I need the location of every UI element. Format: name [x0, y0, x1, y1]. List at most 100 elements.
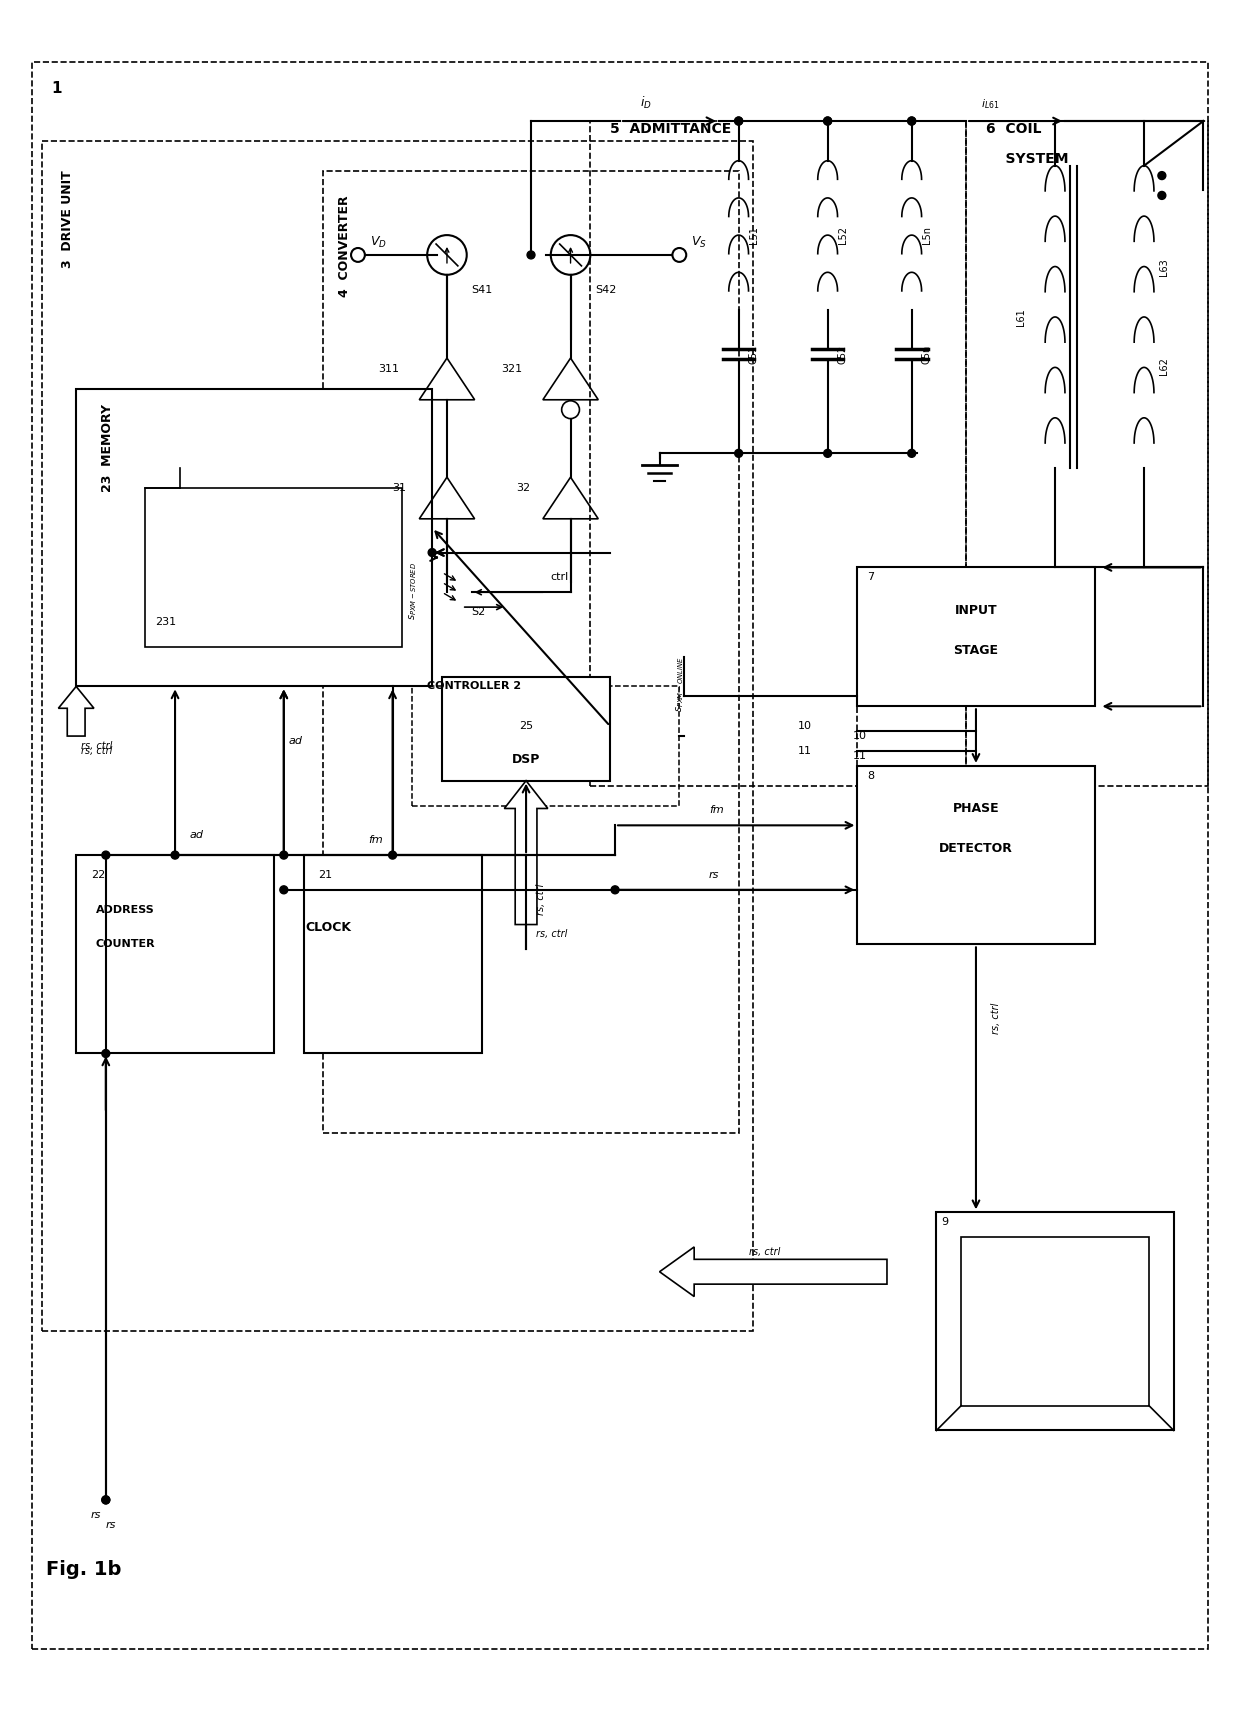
Bar — [961, 1237, 1149, 1405]
Circle shape — [908, 116, 915, 125]
Text: fm: fm — [709, 805, 724, 815]
Text: 11: 11 — [799, 746, 812, 756]
Text: 4  CONVERTER: 4 CONVERTER — [339, 196, 351, 297]
Polygon shape — [660, 1247, 887, 1296]
Text: ad: ad — [190, 831, 203, 840]
Text: rs, ctrl: rs, ctrl — [81, 746, 113, 756]
Text: 32: 32 — [516, 482, 531, 493]
Bar — [590, 121, 966, 786]
Circle shape — [1158, 172, 1166, 179]
Bar — [324, 170, 739, 1133]
Text: 5  ADMITTANCE: 5 ADMITTANCE — [610, 121, 732, 135]
Text: 3  DRIVE UNIT: 3 DRIVE UNIT — [61, 170, 74, 269]
Circle shape — [735, 116, 743, 125]
Text: rs, ctrl: rs, ctrl — [536, 883, 546, 914]
Text: CLOCK: CLOCK — [305, 921, 351, 935]
Text: 9: 9 — [941, 1216, 949, 1227]
Text: L61: L61 — [1016, 309, 1025, 326]
Bar — [413, 687, 680, 805]
Text: 11: 11 — [852, 751, 867, 762]
Text: S42: S42 — [595, 285, 616, 295]
Text: PHASE: PHASE — [952, 802, 999, 815]
Circle shape — [280, 852, 288, 859]
Text: Fig. 1b: Fig. 1b — [46, 1560, 122, 1579]
Text: DETECTOR: DETECTOR — [939, 841, 1013, 855]
Text: STAGE: STAGE — [954, 644, 998, 658]
Text: rs: rs — [105, 1520, 117, 1530]
Text: $i_{L61}$: $i_{L61}$ — [981, 97, 999, 111]
Text: 231: 231 — [155, 618, 176, 626]
Text: 311: 311 — [378, 364, 399, 375]
Text: C51: C51 — [749, 345, 759, 364]
Circle shape — [428, 548, 436, 557]
Circle shape — [102, 1050, 110, 1057]
Text: $s_{PXM-STORED}$: $s_{PXM-STORED}$ — [408, 562, 419, 621]
Text: C52: C52 — [837, 345, 847, 364]
Text: ctrl: ctrl — [551, 573, 569, 583]
Text: COUNTER: COUNTER — [95, 939, 155, 949]
Circle shape — [280, 887, 288, 894]
Text: 8: 8 — [867, 770, 874, 781]
Circle shape — [908, 449, 915, 458]
Text: L62: L62 — [1159, 357, 1169, 375]
Circle shape — [102, 1496, 110, 1504]
Circle shape — [735, 116, 743, 125]
Circle shape — [908, 116, 915, 125]
Text: 22: 22 — [91, 869, 105, 880]
Text: rs: rs — [709, 869, 719, 880]
Polygon shape — [505, 781, 548, 925]
Text: INPUT: INPUT — [955, 604, 997, 618]
Text: $s_{PXM-ONLINE}$: $s_{PXM-ONLINE}$ — [675, 658, 686, 713]
Text: 10: 10 — [799, 722, 812, 730]
Circle shape — [823, 449, 832, 458]
Text: rs, ctrl: rs, ctrl — [749, 1247, 780, 1256]
Bar — [76, 389, 432, 687]
Circle shape — [823, 116, 832, 125]
Text: 7: 7 — [867, 573, 874, 583]
Text: CONTROLLER 2: CONTROLLER 2 — [428, 682, 521, 692]
Text: L63: L63 — [1159, 259, 1169, 276]
Bar — [42, 141, 754, 1331]
Text: 1: 1 — [51, 82, 62, 95]
Text: fm: fm — [368, 835, 383, 845]
Circle shape — [735, 449, 743, 458]
Text: SYSTEM: SYSTEM — [986, 151, 1069, 165]
Bar — [936, 1213, 1174, 1430]
Text: L52: L52 — [837, 226, 847, 245]
Bar — [304, 855, 481, 1053]
Circle shape — [611, 887, 619, 894]
Text: 25: 25 — [520, 722, 533, 730]
Circle shape — [388, 852, 397, 859]
Text: 6  COIL: 6 COIL — [986, 121, 1042, 135]
Circle shape — [527, 252, 534, 259]
Text: 10: 10 — [852, 730, 867, 741]
Text: 31: 31 — [393, 482, 407, 493]
Text: rs: rs — [91, 1509, 102, 1520]
Circle shape — [102, 852, 110, 859]
Text: L51: L51 — [749, 226, 759, 245]
Text: ad: ad — [289, 736, 303, 746]
Bar — [966, 121, 1208, 786]
Text: 321: 321 — [501, 364, 522, 375]
Text: 23  MEMORY: 23 MEMORY — [100, 404, 114, 491]
Text: $V_S$: $V_S$ — [691, 234, 707, 250]
Polygon shape — [58, 687, 94, 736]
Text: L5n: L5n — [921, 226, 931, 245]
Circle shape — [171, 852, 179, 859]
Bar — [145, 488, 403, 647]
Text: ADDRESS: ADDRESS — [95, 904, 155, 914]
Text: rs, ctrl: rs, ctrl — [81, 741, 113, 751]
Bar — [441, 677, 610, 781]
Bar — [857, 567, 1095, 706]
Bar — [76, 855, 274, 1053]
Circle shape — [102, 1496, 110, 1504]
Text: $V_D$: $V_D$ — [370, 234, 387, 250]
Text: rs, ctrl: rs, ctrl — [536, 930, 568, 939]
Text: DSP: DSP — [512, 753, 541, 765]
Circle shape — [562, 401, 579, 418]
Text: $i_D$: $i_D$ — [640, 95, 651, 111]
Text: C5n: C5n — [921, 345, 931, 364]
Text: S2: S2 — [471, 607, 486, 618]
Circle shape — [823, 116, 832, 125]
Text: S41: S41 — [471, 285, 494, 295]
